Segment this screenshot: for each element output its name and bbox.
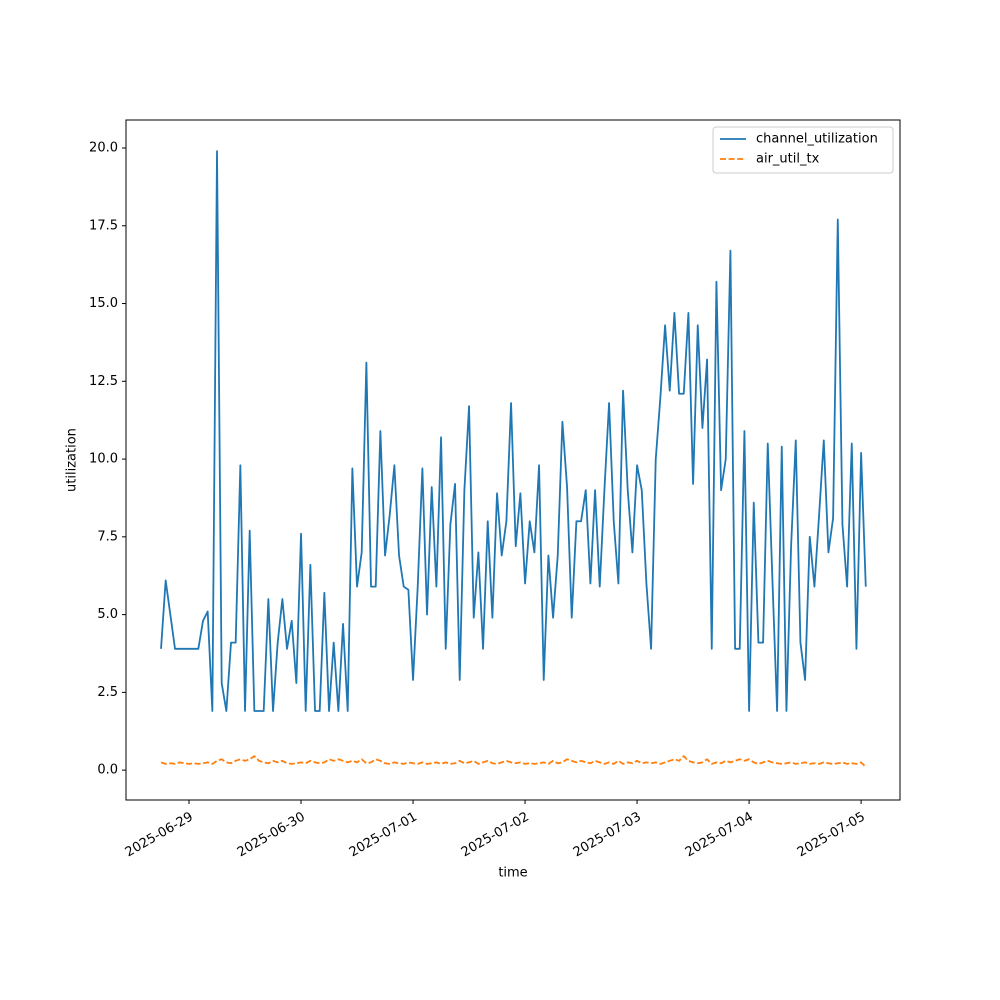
plot-frame xyxy=(125,119,901,801)
y-tick-label: 5.0 xyxy=(97,607,118,622)
series-line xyxy=(160,150,867,712)
series-line xyxy=(160,755,867,768)
y-tick-label: 2.5 xyxy=(97,685,118,700)
legend-label: channel_utilization xyxy=(756,132,878,147)
y-tick-label: 17.5 xyxy=(89,218,118,233)
y-tick-label: 12.5 xyxy=(89,374,118,389)
x-axis-label: time xyxy=(498,866,527,881)
y-tick-label: 15.0 xyxy=(89,296,118,311)
y-axis-label: utilization xyxy=(65,428,80,492)
y-tick-label: 20.0 xyxy=(89,140,118,155)
legend-label: air_util_tx xyxy=(756,152,820,167)
legend-box xyxy=(712,126,894,174)
y-tick-label: 7.5 xyxy=(97,529,118,544)
y-tick-label: 0.0 xyxy=(97,763,118,778)
y-tick-label: 10.0 xyxy=(89,452,118,467)
legend: channel_utilization air_util_tx xyxy=(712,126,894,174)
